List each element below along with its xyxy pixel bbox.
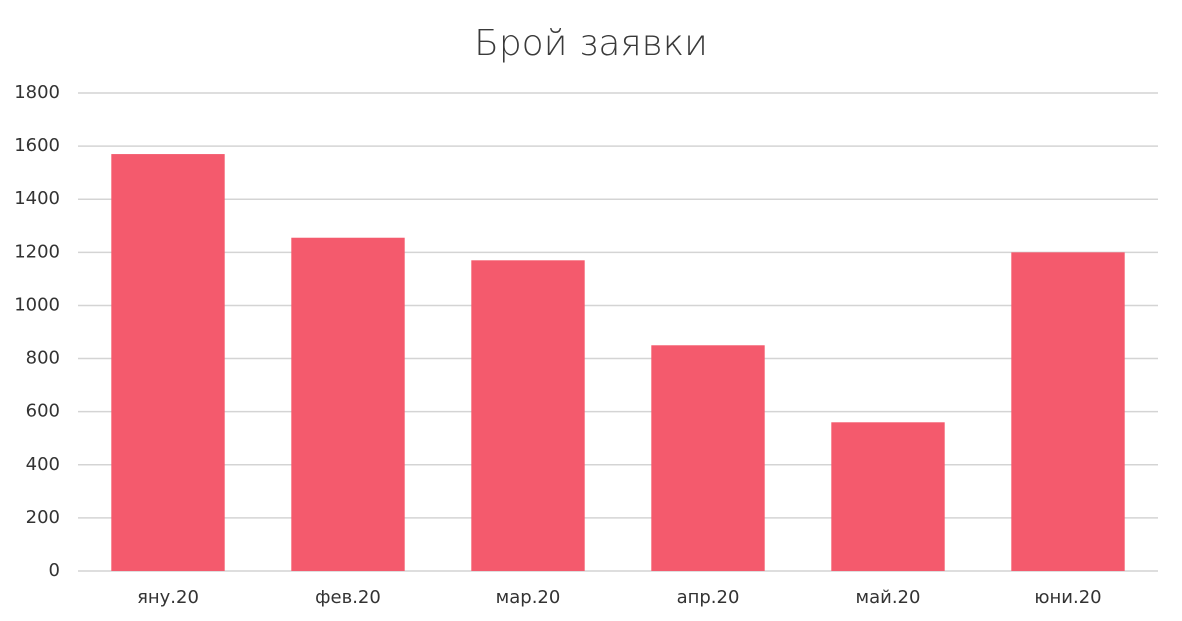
y-tick-label: 400 [26,454,60,475]
bar [831,422,945,571]
y-tick-label: 200 [26,507,60,528]
x-tick-label: апр.20 [677,587,740,608]
y-tick-label: 800 [26,348,60,369]
y-tick-label: 1600 [14,135,60,156]
x-tick-label: мар.20 [496,587,561,608]
bar [651,345,765,571]
bar [1011,252,1125,572]
x-tick-label: юни.20 [1034,587,1101,608]
y-tick-label: 0 [49,560,60,581]
bar [291,237,405,571]
x-tick-label: яну.20 [137,587,199,608]
x-tick-label: май.20 [856,587,921,608]
y-tick-label: 1400 [14,188,60,209]
bar [111,154,225,572]
y-tick-label: 1000 [14,294,60,315]
x-tick-label: фев.20 [315,587,381,608]
y-tick-label: 1200 [14,241,60,262]
y-tick-label: 1800 [14,82,60,103]
y-tick-label: 600 [26,401,60,422]
bar [471,260,585,571]
chart-title: Брой заявки [474,23,708,64]
